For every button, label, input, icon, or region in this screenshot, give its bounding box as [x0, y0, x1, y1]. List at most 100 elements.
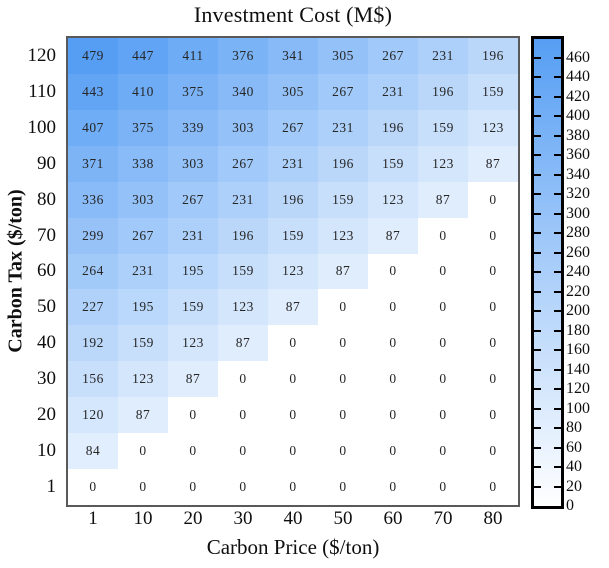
colorbar-tick-mark: [554, 407, 561, 410]
heatmap-cell: 0: [318, 325, 368, 362]
heatmap-cell: 159: [368, 145, 418, 182]
heatmap-cell: 123: [118, 361, 168, 398]
heatmap-cell: 196: [468, 38, 518, 74]
heatmap-cell: 299: [68, 217, 118, 254]
heatmap-cell: 0: [418, 253, 468, 290]
heatmap-cell: 231: [218, 181, 268, 218]
colorbar-tick-label: 340: [566, 165, 590, 183]
heatmap-cell: 0: [168, 433, 218, 470]
colorbar-tick-mark: [534, 154, 541, 157]
heatmap-cell: 0: [468, 325, 518, 362]
colorbar-tick-label: 300: [566, 204, 590, 222]
heatmap-cell: 0: [368, 361, 418, 398]
colorbar-tick-mark: [554, 310, 561, 312]
colorbar-tick-mark: [554, 427, 561, 429]
colorbar-tick-label: 220: [566, 282, 590, 300]
heatmap-cell: 0: [268, 325, 318, 362]
heatmap-cell: 479: [68, 38, 118, 74]
y-tick-label: 50: [37, 296, 56, 318]
heatmap-cell: 0: [368, 325, 418, 362]
heatmap-cell: 336: [68, 181, 118, 218]
heatmap-cell: 0: [468, 361, 518, 398]
heatmap-cell: 0: [418, 217, 468, 254]
heatmap-cell: 87: [118, 397, 168, 434]
heatmap-cell: 0: [268, 361, 318, 398]
colorbar-tick-mark: [554, 485, 561, 488]
heatmap-cell: 0: [318, 469, 368, 505]
y-tick-label: 120: [27, 44, 57, 66]
y-tick-label: 10: [37, 440, 56, 462]
heatmap-cell: 123: [268, 253, 318, 290]
colorbar-tick-label: 420: [566, 87, 590, 105]
heatmap-cell: 0: [268, 433, 318, 470]
heatmap-cell: 159: [268, 217, 318, 254]
heatmap-cell: 195: [118, 289, 168, 326]
heatmap-cell: 407: [68, 109, 118, 146]
x-tick-label: 40: [283, 508, 303, 529]
colorbar-tick-label: 460: [566, 48, 590, 66]
heatmap-cell: 376: [218, 38, 268, 74]
y-tick-label: 90: [37, 152, 56, 174]
colorbar-tick-mark: [554, 115, 561, 118]
colorbar-tick-mark: [534, 193, 541, 196]
heatmap-cell: 447: [118, 38, 168, 74]
colorbar-tick-label: 360: [566, 146, 590, 164]
heatmap-cell: 87: [468, 145, 518, 182]
heatmap-cell: 87: [268, 289, 318, 326]
colorbar-tick-label: 440: [566, 68, 590, 86]
y-tick-label: 100: [27, 116, 57, 138]
colorbar-tick-label: 100: [566, 399, 590, 417]
colorbar-tick-label: 140: [566, 360, 590, 378]
colorbar-tick-mark: [534, 485, 541, 488]
heatmap-cell: 267: [168, 181, 218, 218]
heatmap-cell: 123: [218, 289, 268, 326]
colorbar-tick-label: 60: [566, 438, 582, 456]
colorbar-tick-label: 400: [566, 107, 590, 125]
heatmap-cell: 0: [368, 253, 418, 290]
colorbar-tick-label: 320: [566, 185, 590, 203]
heatmap-cell: 159: [318, 181, 368, 218]
heatmap-cell: 0: [118, 469, 168, 505]
heatmap-cell: 267: [318, 73, 368, 110]
heatmap-cell: 267: [118, 217, 168, 254]
heatmap-cell: 120: [68, 397, 118, 434]
colorbar-tick-mark: [534, 115, 541, 118]
heatmap-cell: 0: [418, 361, 468, 398]
colorbar-tick-mark: [534, 212, 541, 215]
x-tick-label: 70: [433, 508, 453, 529]
colorbar-tick-mark: [554, 329, 561, 332]
colorbar-tick-label: 240: [566, 263, 590, 280]
heatmap-cell: 87: [368, 217, 418, 254]
heatmap-cell: 84: [68, 433, 118, 470]
heatmap-cell: 0: [268, 469, 318, 505]
colorbar-tick-mark: [554, 95, 561, 98]
x-tick-label: 30: [233, 508, 253, 529]
heatmap-cell: 0: [418, 397, 468, 434]
x-tick-label: 10: [133, 508, 153, 529]
colorbar-tick-label: 20: [566, 477, 582, 495]
colorbar-tick-mark: [534, 446, 541, 449]
heatmap-cell: 0: [318, 361, 368, 398]
x-axis-label: Carbon Price ($/ton): [206, 535, 380, 559]
x-tick-label: 20: [183, 508, 203, 529]
colorbar-tick-mark: [534, 388, 541, 390]
colorbar-tick-label: 80: [566, 419, 582, 436]
heatmap-cell: 231: [268, 145, 318, 182]
heatmap-cell: 267: [218, 145, 268, 182]
heatmap-cell: 0: [418, 433, 468, 470]
heatmap-cell: 123: [368, 181, 418, 218]
heatmap-cell: 231: [418, 38, 468, 74]
heatmap-cell: 305: [318, 38, 368, 74]
heatmap-cell: 159: [468, 73, 518, 110]
colorbar-tick-mark: [554, 56, 561, 59]
colorbar-tick-label: 180: [566, 321, 590, 339]
colorbar-tick-mark: [554, 134, 561, 137]
y-tick-label: 20: [37, 404, 56, 426]
colorbar-tick-mark: [554, 251, 561, 254]
heatmap-cell: 0: [218, 469, 268, 505]
colorbar-tick-mark: [554, 154, 561, 157]
heatmap-cell: 341: [268, 38, 318, 74]
heatmap-cell: 0: [468, 181, 518, 218]
y-tick-label: 30: [37, 368, 56, 390]
colorbar-tick-mark: [534, 407, 541, 410]
